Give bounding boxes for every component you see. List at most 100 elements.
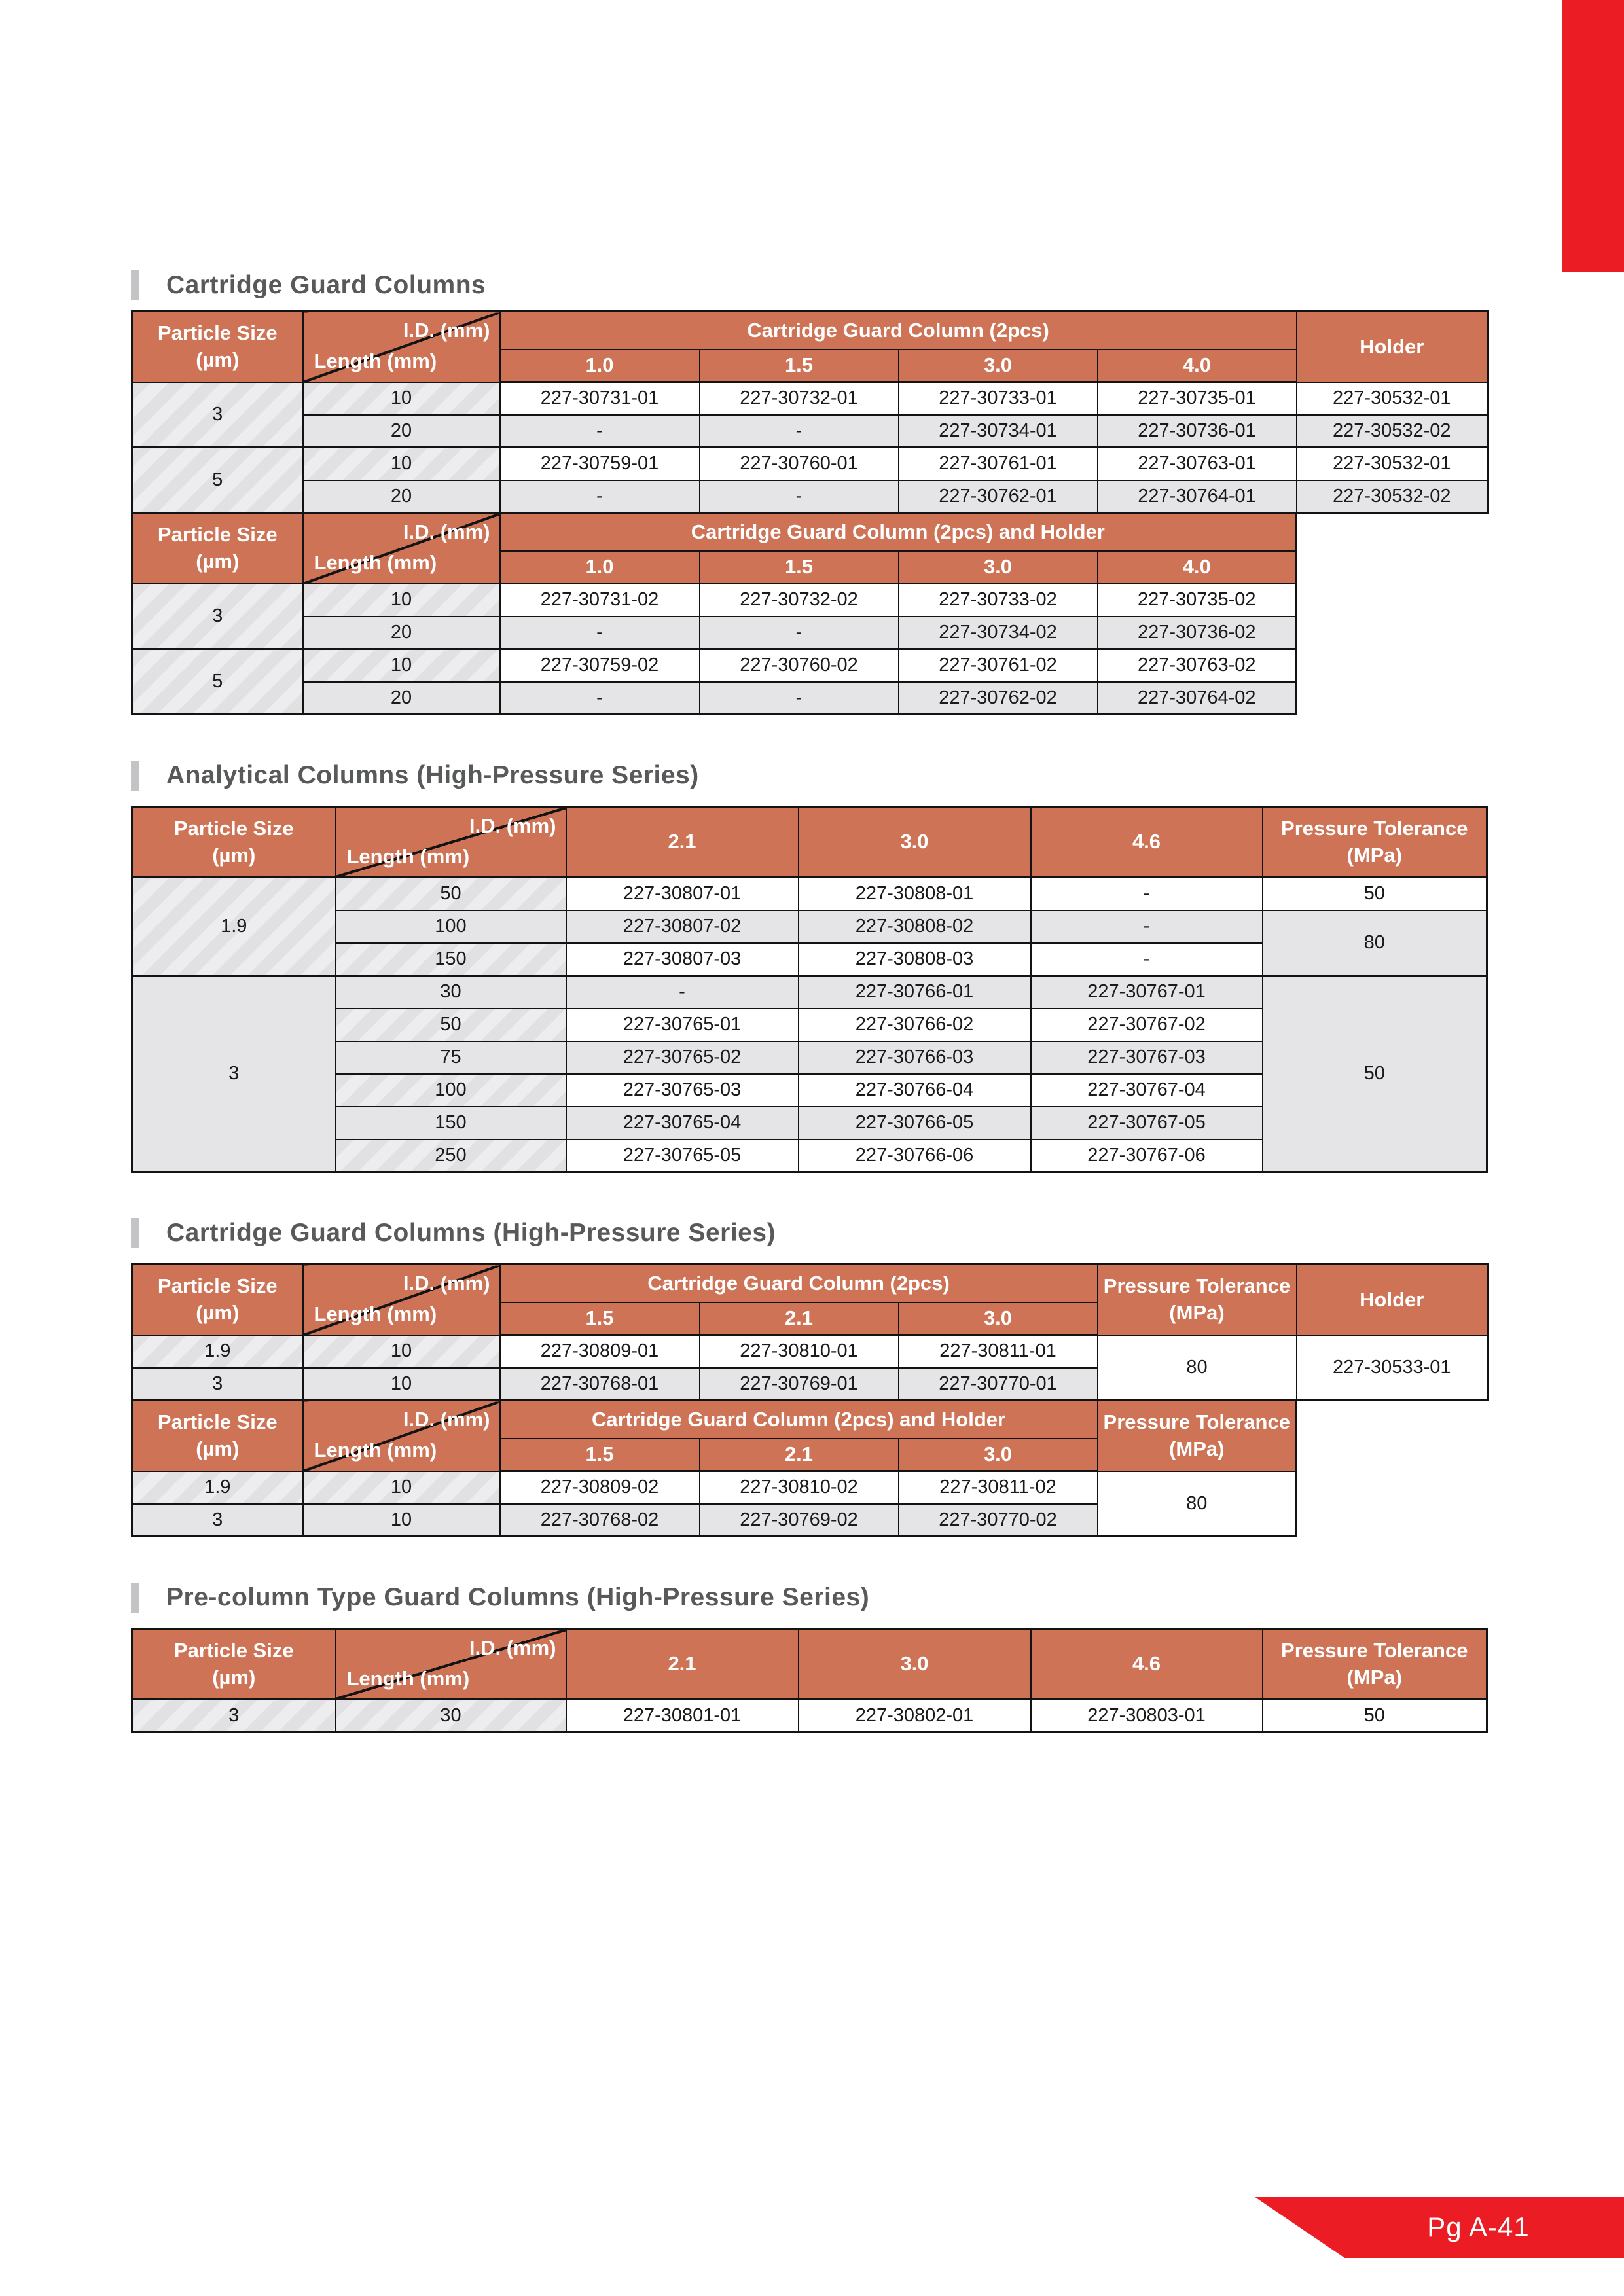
particle-size-unit: (µm) xyxy=(196,348,240,371)
length-cell: 100 xyxy=(334,909,567,944)
table-row: 3 10 227-30731-02 227-30732-02 227-30733… xyxy=(131,583,1297,650)
group-header: Cartridge Guard Column (2pcs) xyxy=(499,310,1297,350)
table-row: 20 - - 227-30734-02 227-30736-02 xyxy=(132,615,1297,650)
pressure-tolerance-header: Pressure Tolerance (MPa) xyxy=(1261,1628,1488,1700)
part-number-cell: - xyxy=(565,975,799,1009)
id-col-header: 2.1 xyxy=(565,1628,799,1700)
id-length-diagonal-header: I.D. (mm) Length (mm) xyxy=(302,1263,501,1336)
pressure-tolerance-cell: 50 xyxy=(1261,1698,1488,1733)
id-col-header: 1.5 xyxy=(499,1301,700,1336)
section-title: Cartridge Guard Columns xyxy=(166,271,486,299)
part-number-cell: 227-30807-02 xyxy=(565,909,799,944)
table-row: 100 227-30765-03 227-30766-04 227-30767-… xyxy=(132,1073,1487,1107)
part-number-cell: 227-30761-01 xyxy=(897,446,1098,481)
id-mm-label: I.D. (mm) xyxy=(403,1408,490,1431)
part-number-cell: 227-30767-01 xyxy=(1030,975,1263,1009)
particle-size-cell: 1.9 xyxy=(131,1470,304,1505)
table-row: 20 - - 227-30762-01 227-30764-01 227-305… xyxy=(132,479,1489,514)
length-cell: 10 xyxy=(302,1334,501,1369)
part-number-cell: 227-30808-03 xyxy=(797,942,1032,977)
length-cell: 10 xyxy=(302,446,501,481)
part-number-cell: 227-30766-05 xyxy=(797,1105,1032,1140)
length-cell: 10 xyxy=(302,1367,501,1401)
length-mm-label: Length (mm) xyxy=(314,551,437,575)
part-number-cell: 227-30808-01 xyxy=(797,876,1032,911)
particle-size-unit: (µm) xyxy=(212,1665,256,1689)
part-number-cell: 227-30764-02 xyxy=(1096,681,1297,715)
length-mm-label: Length (mm) xyxy=(314,1439,437,1462)
id-mm-label: I.D. (mm) xyxy=(469,814,556,837)
section-bar-icon xyxy=(131,270,139,300)
part-number-cell: 227-30767-06 xyxy=(1030,1138,1263,1173)
particle-size-header: Particle Size (µm) xyxy=(131,1263,304,1336)
id-col-header: 3.0 xyxy=(897,348,1098,383)
part-number-cell: 227-30764-01 xyxy=(1096,479,1297,514)
holder-cell: 227-30532-02 xyxy=(1295,479,1489,514)
id-mm-label: I.D. (mm) xyxy=(403,1272,490,1295)
part-number-cell: 227-30802-01 xyxy=(797,1698,1032,1733)
holder-cell: 227-30532-02 xyxy=(1295,414,1489,448)
group-header: Cartridge Guard Column (2pcs) and Holder xyxy=(499,512,1297,552)
table-row: 150 227-30765-04 227-30766-05 227-30767-… xyxy=(132,1105,1487,1140)
table-row: 20 - - 227-30762-02 227-30764-02 xyxy=(132,681,1297,715)
length-cell: 100 xyxy=(334,1073,567,1107)
id-col-header: 4.0 xyxy=(1096,348,1297,383)
particle-size-label: Particle Size xyxy=(173,1639,294,1662)
part-number-cell: 227-30734-01 xyxy=(897,414,1098,448)
part-number-cell: - xyxy=(499,615,700,650)
particle-size-cell: 3 xyxy=(131,975,336,1173)
id-length-diagonal-header: I.D. (mm) Length (mm) xyxy=(334,1628,567,1700)
part-number-cell: 227-30808-02 xyxy=(797,909,1032,944)
particle-size-cell: 5 xyxy=(131,446,304,514)
part-number-cell: 227-30735-01 xyxy=(1096,381,1297,416)
pressure-tolerance-label: Pressure Tolerance xyxy=(1103,1274,1291,1298)
table-row: 75 227-30765-02 227-30766-03 227-30767-0… xyxy=(132,1040,1487,1075)
part-number-cell: 227-30762-01 xyxy=(897,479,1098,514)
length-cell: 10 xyxy=(302,583,501,617)
holder-header: Holder xyxy=(1295,310,1489,383)
id-col-header: 1.5 xyxy=(499,1437,700,1472)
id-col-header: 1.0 xyxy=(499,550,700,584)
particle-size-unit: (µm) xyxy=(212,843,256,867)
table-row: 50 227-30765-01 227-30766-02 227-30767-0… xyxy=(132,1007,1487,1042)
part-number-cell: 227-30769-02 xyxy=(698,1503,899,1537)
length-cell: 10 xyxy=(302,1470,501,1505)
part-number-cell: - xyxy=(1030,942,1263,977)
particle-size-header: Particle Size (µm) xyxy=(131,512,304,584)
part-number-cell: 227-30807-01 xyxy=(565,876,799,911)
pressure-tolerance-unit: (MPa) xyxy=(1169,1300,1225,1324)
particle-size-unit: (µm) xyxy=(196,1300,240,1324)
section-bar-icon xyxy=(131,1218,139,1248)
part-number-cell: 227-30763-01 xyxy=(1096,446,1297,481)
table-row: 3 10 227-30731-01 227-30732-01 227-30733… xyxy=(131,381,1489,448)
id-col-header: 3.0 xyxy=(797,806,1032,878)
part-number-cell: 227-30734-02 xyxy=(897,615,1098,650)
holder-header: Holder xyxy=(1295,1263,1489,1336)
part-number-cell: 227-30768-02 xyxy=(499,1503,700,1537)
table-row: 3 30 227-30801-01 227-30802-01 227-30803… xyxy=(131,1698,1488,1733)
part-number-cell: 227-30767-03 xyxy=(1030,1040,1263,1075)
particle-size-cell: 1.9 xyxy=(131,876,336,977)
id-col-header: 1.0 xyxy=(499,348,700,383)
part-number-cell: - xyxy=(499,414,700,448)
id-col-header: 2.1 xyxy=(698,1437,899,1472)
id-mm-label: I.D. (mm) xyxy=(403,520,490,543)
page-number: Pg A-41 xyxy=(1427,2212,1530,2242)
pressure-tolerance-header: Pressure Tolerance (MPa) xyxy=(1096,1263,1297,1336)
pressure-tolerance-cell: 80 xyxy=(1096,1334,1297,1401)
part-number-cell: 227-30766-06 xyxy=(797,1138,1032,1173)
group-header: Cartridge Guard Column (2pcs) and Holder xyxy=(499,1399,1098,1439)
table-row: 5 10 227-30759-02 227-30760-02 227-30761… xyxy=(131,648,1297,715)
cartridge-guard-table-2pcs: Particle Size (µm) I.D. (mm) Length (mm)… xyxy=(131,310,1489,514)
particle-size-cell: 5 xyxy=(131,648,304,715)
part-number-cell: 227-30766-04 xyxy=(797,1073,1032,1107)
part-number-cell: 227-30769-01 xyxy=(698,1367,899,1401)
particle-size-header: Particle Size (µm) xyxy=(131,806,336,878)
id-col-header: 4.0 xyxy=(1096,550,1297,584)
part-number-cell: 227-30760-01 xyxy=(698,446,899,481)
pressure-tolerance-cell: 50 xyxy=(1261,975,1488,1173)
id-col-header: 2.1 xyxy=(698,1301,899,1336)
pressure-tolerance-unit: (MPa) xyxy=(1346,843,1402,867)
id-mm-label: I.D. (mm) xyxy=(403,319,490,342)
cartridge-guard-table-2pcs-and-holder: Particle Size (µm) I.D. (mm) Length (mm)… xyxy=(131,512,1297,715)
